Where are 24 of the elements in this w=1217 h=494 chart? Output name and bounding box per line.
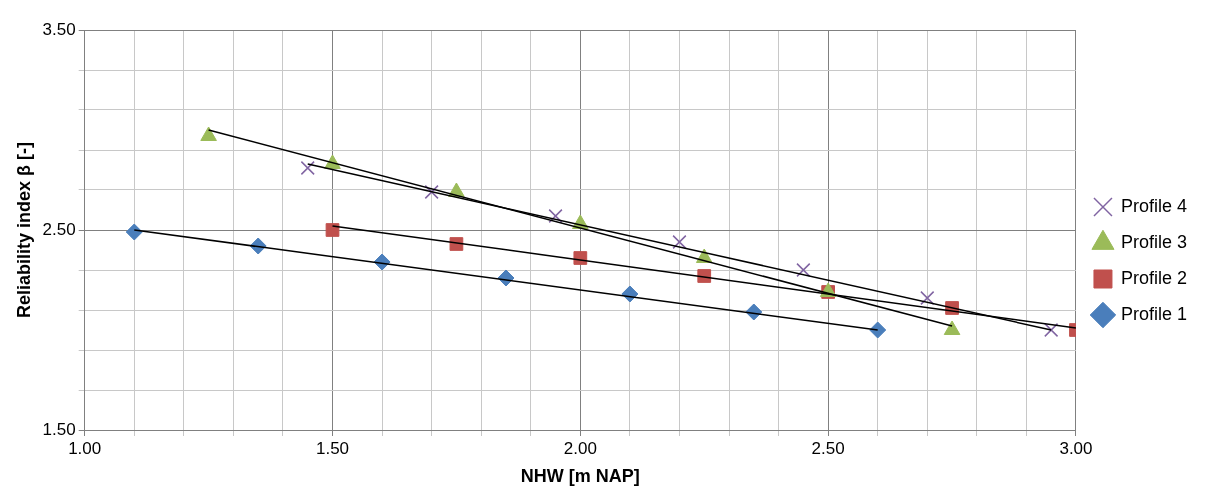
point — [869, 321, 887, 339]
y-axis-title: Reliability index β [-] — [13, 141, 34, 319]
point — [920, 290, 935, 306]
legend-label: Profile 2 — [1120, 267, 1188, 288]
point — [548, 208, 563, 224]
x-tick-label: 2.00 — [563, 438, 597, 458]
point — [672, 234, 687, 250]
legend-label: Profile 1 — [1120, 303, 1188, 324]
point — [424, 184, 439, 200]
x-axis-title: NHW [m NAP] — [520, 466, 640, 487]
y-tick-label: 1.50 — [42, 419, 76, 439]
point — [125, 223, 143, 241]
y-tick-label: 3.50 — [42, 19, 76, 39]
x-tick-label: 1.50 — [315, 438, 350, 458]
x-tick-label: 1.00 — [68, 438, 102, 458]
point — [1044, 322, 1059, 338]
x-tick-label: 2.50 — [811, 438, 845, 458]
point — [300, 160, 315, 176]
point — [796, 262, 811, 278]
legend-label: Profile 4 — [1120, 195, 1188, 216]
x-tick-label: 3.00 — [1059, 438, 1093, 458]
legend-label: Profile 3 — [1120, 231, 1188, 252]
point — [325, 223, 340, 237]
y-tick-label: 2.50 — [42, 219, 76, 239]
